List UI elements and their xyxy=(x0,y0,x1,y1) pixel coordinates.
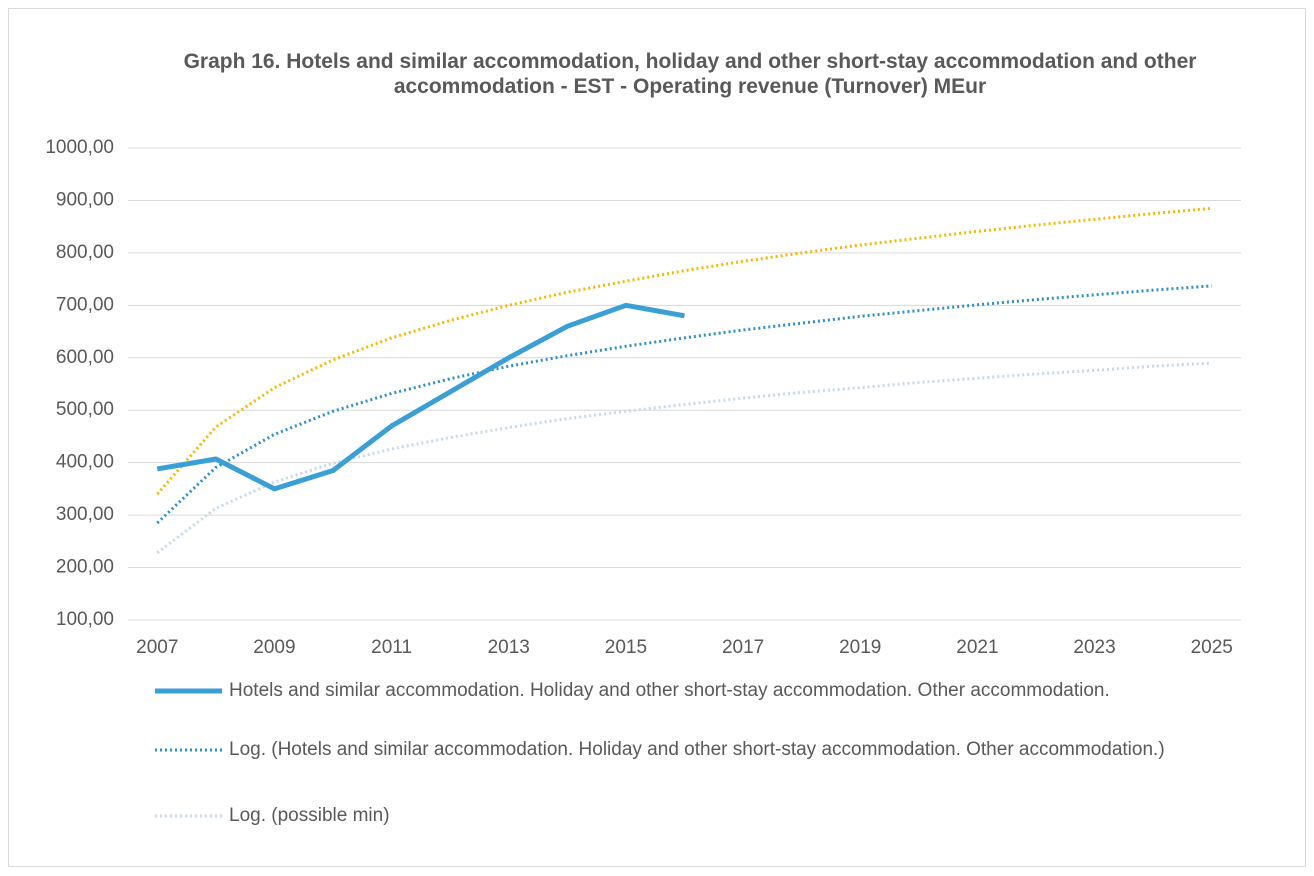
y-tick-label: 300,00 xyxy=(56,504,114,525)
y-tick-label: 500,00 xyxy=(56,399,114,420)
legend-label: Log. (possible min) xyxy=(229,805,390,826)
y-tick-label: 800,00 xyxy=(56,242,114,263)
series-line xyxy=(156,302,685,492)
x-tick-label: 2009 xyxy=(253,637,295,658)
legend-label: Log. (Hotels and similar accommodation. … xyxy=(229,739,1165,760)
x-tick-label: 2017 xyxy=(722,637,764,658)
y-tick-label: 400,00 xyxy=(56,452,114,473)
y-tick-label: 600,00 xyxy=(56,347,114,368)
legend-label: Hotels and similar accommodation. Holida… xyxy=(229,680,1110,701)
x-tick-label: 2021 xyxy=(956,637,998,658)
y-tick-label: 900,00 xyxy=(56,189,114,210)
series-line xyxy=(156,361,1212,555)
x-tick-label: 2013 xyxy=(488,637,530,658)
y-tick-label: 1000,00 xyxy=(45,137,114,158)
x-tick-label: 2007 xyxy=(136,637,178,658)
y-tick-label: 100,00 xyxy=(56,609,114,630)
x-tick-label: 2015 xyxy=(605,637,647,658)
x-tick-label: 2023 xyxy=(1073,637,1115,658)
series-line xyxy=(156,284,1212,525)
y-tick-label: 200,00 xyxy=(56,557,114,578)
x-tick-label: 2011 xyxy=(371,637,412,658)
chart-border xyxy=(8,8,1306,867)
x-tick-label: 2019 xyxy=(839,637,881,658)
y-tick-label: 700,00 xyxy=(56,294,114,315)
chart-title: Graph 16. Hotels and similar accommodati… xyxy=(183,50,1197,98)
x-tick-label: 2025 xyxy=(1191,637,1233,658)
